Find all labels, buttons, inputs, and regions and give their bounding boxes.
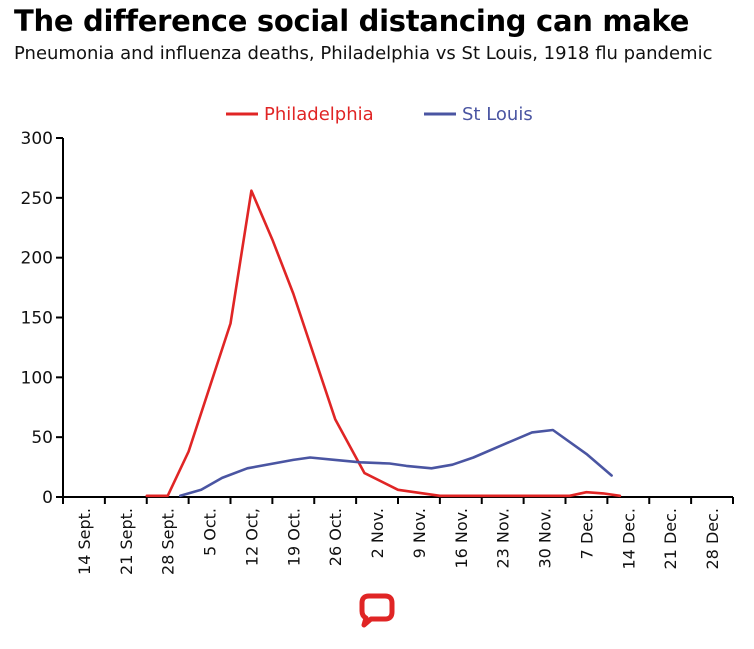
x-tick-label: 12 Oct, <box>242 508 261 566</box>
series-line-st-louis <box>179 428 613 498</box>
x-tick-label: 19 Oct. <box>284 508 303 566</box>
chart-title: The difference social distancing can mak… <box>14 4 690 38</box>
x-tick-label: 14 Dec. <box>619 508 638 570</box>
x-tick-label: 28 Dec. <box>703 508 722 570</box>
y-tick-label: 200 <box>21 249 53 269</box>
y-tick-label: 50 <box>31 428 53 448</box>
x-tick-label: 28 Sept. <box>159 508 178 575</box>
legend-label-st-louis: St Louis <box>462 104 533 125</box>
axes <box>62 138 733 498</box>
y-tick-label: 300 <box>21 129 53 149</box>
x-tick-label: 5 Oct. <box>201 508 220 556</box>
y-tick-label: 150 <box>21 309 53 329</box>
x-tick-label: 30 Nov. <box>536 508 555 569</box>
chart-subtitle: Pneumonia and influenza deaths, Philadel… <box>14 43 713 64</box>
x-tick-label: 9 Nov. <box>410 508 429 558</box>
x-tick-label: 16 Nov. <box>452 508 471 569</box>
x-axis-ticks: 14 Sept. 21 Sept. 28 Sept. 5 Oct. 12 Oct, 19 … <box>62 497 734 575</box>
x-tick-label: 23 Nov. <box>494 508 513 569</box>
x-tick-label: 26 Oct. <box>326 508 345 566</box>
series-line-philadelphia <box>145 189 622 498</box>
speech-bubble-logo-icon <box>359 593 395 628</box>
y-axis-ticks: 0 50 100 150 200 250 300 <box>21 129 63 508</box>
x-tick-label: 7 Dec. <box>577 508 596 559</box>
x-tick-label: 21 Dec. <box>661 508 680 570</box>
y-tick-label: 100 <box>21 368 53 388</box>
legend-label-philadelphia: Philadelphia <box>264 104 374 125</box>
x-tick-label: 14 Sept. <box>75 508 94 575</box>
y-tick-label: 250 <box>21 189 53 209</box>
x-tick-label: 21 Sept. <box>117 508 136 575</box>
y-tick-label: 0 <box>42 488 53 508</box>
legend: Philadelphia St Louis <box>226 104 533 125</box>
x-tick-label: 2 Nov. <box>368 508 387 558</box>
series-lines <box>145 189 622 498</box>
